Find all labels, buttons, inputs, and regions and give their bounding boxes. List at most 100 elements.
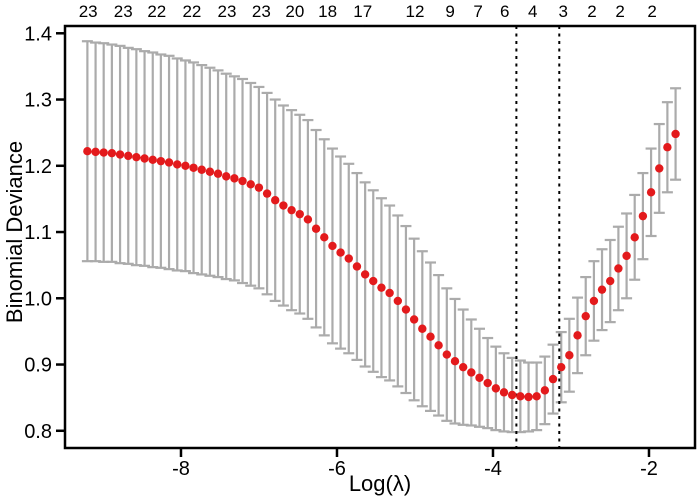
data-point	[213, 169, 223, 178]
x-tick-label: -6	[328, 458, 346, 480]
top-axis-label: 20	[285, 2, 304, 21]
data-point	[189, 163, 198, 172]
data-point	[107, 148, 117, 158]
data-point	[115, 150, 125, 159]
data-point	[532, 392, 541, 401]
top-axis-label: 18	[318, 2, 337, 21]
data-point	[467, 368, 476, 377]
data-point	[360, 270, 370, 279]
y-tick-label: 1.1	[24, 222, 52, 244]
top-axis-label: 22	[147, 2, 166, 21]
data-point	[173, 160, 182, 169]
top-axis-label: 23	[252, 2, 271, 21]
y-axis-title: Binomial Deviance	[2, 140, 27, 324]
data-point	[434, 341, 443, 350]
y-tick-label: 1.4	[24, 23, 52, 45]
error-bars	[81, 40, 682, 434]
data-point	[393, 296, 403, 306]
data-point	[458, 362, 468, 372]
data-point	[442, 350, 452, 359]
data-point	[328, 241, 337, 251]
data-point	[254, 183, 264, 192]
data-point	[377, 283, 386, 292]
data-point	[630, 233, 639, 242]
data-point	[132, 152, 141, 162]
data-point	[222, 172, 231, 181]
top-axis-label: 7	[473, 2, 482, 21]
data-point	[499, 388, 509, 397]
data-point	[663, 143, 672, 152]
data-point	[548, 374, 558, 384]
data-point	[336, 248, 345, 257]
top-axis-label: 9	[445, 2, 454, 21]
data-point	[279, 201, 288, 210]
data-point	[91, 147, 100, 157]
top-axis-label: 2	[615, 2, 624, 21]
top-axis-label: 2	[647, 2, 656, 21]
top-axis-label: 3	[558, 2, 567, 21]
x-tick-label: -4	[484, 458, 502, 480]
data-point	[156, 156, 166, 166]
y-tick-label: 0.8	[24, 421, 52, 443]
y-tick-label: 1.2	[24, 156, 52, 178]
data-point	[418, 324, 427, 333]
data-point	[671, 129, 680, 139]
x-axis-title: Log(λ)	[348, 471, 412, 496]
data-point	[614, 264, 623, 273]
data-point	[450, 357, 460, 366]
data-point	[124, 151, 133, 161]
data-points	[83, 129, 680, 402]
data-point	[483, 378, 492, 388]
data-point	[262, 189, 272, 198]
top-axis-label: 2	[587, 2, 596, 21]
data-point	[638, 211, 648, 221]
data-point	[83, 147, 92, 156]
data-point	[352, 262, 362, 271]
x-tick-label: -8	[172, 458, 190, 480]
data-point	[140, 154, 149, 163]
data-point	[197, 165, 206, 174]
plot-border	[63, 24, 697, 450]
data-point	[597, 285, 607, 294]
data-point	[230, 174, 239, 183]
data-point	[148, 155, 157, 165]
data-point	[573, 331, 582, 340]
data-point	[287, 205, 296, 215]
data-point	[491, 384, 501, 393]
data-point	[507, 390, 517, 400]
data-point	[320, 233, 329, 242]
data-point	[238, 176, 247, 186]
data-point	[246, 180, 255, 189]
top-axis-label: 6	[500, 2, 509, 21]
data-point	[516, 392, 525, 401]
top-axis-label: 22	[182, 2, 201, 21]
data-point	[655, 164, 664, 173]
data-point	[426, 332, 435, 341]
top-axis-label: 23	[218, 2, 237, 21]
top-axis-label: 23	[114, 2, 133, 21]
top-axis-label: 12	[406, 2, 425, 21]
y-tick-label: 0.9	[24, 355, 52, 377]
data-point	[205, 167, 215, 176]
y-tick-label: 1.0	[24, 288, 52, 310]
data-point	[303, 215, 313, 224]
top-axis-label: 23	[79, 2, 98, 21]
data-point	[581, 311, 590, 321]
data-point	[589, 296, 599, 306]
data-point	[344, 254, 353, 263]
data-point	[565, 351, 574, 360]
y-tick-label: 1.3	[24, 90, 52, 112]
data-point	[311, 224, 321, 233]
y-axis-ticks: 1.4 1.3 1.2 1.1 1.0 0.9 0.8	[24, 23, 65, 443]
top-axis-label: 17	[353, 2, 372, 21]
data-point	[540, 386, 550, 395]
top-axis-label: 4	[528, 2, 537, 21]
data-point	[409, 315, 419, 324]
x-tick-label: -2	[640, 458, 658, 480]
x-axis-ticks: -8 -6 -4 -2	[172, 448, 658, 480]
data-point	[295, 209, 304, 219]
data-point	[401, 305, 411, 314]
data-point	[622, 251, 631, 261]
